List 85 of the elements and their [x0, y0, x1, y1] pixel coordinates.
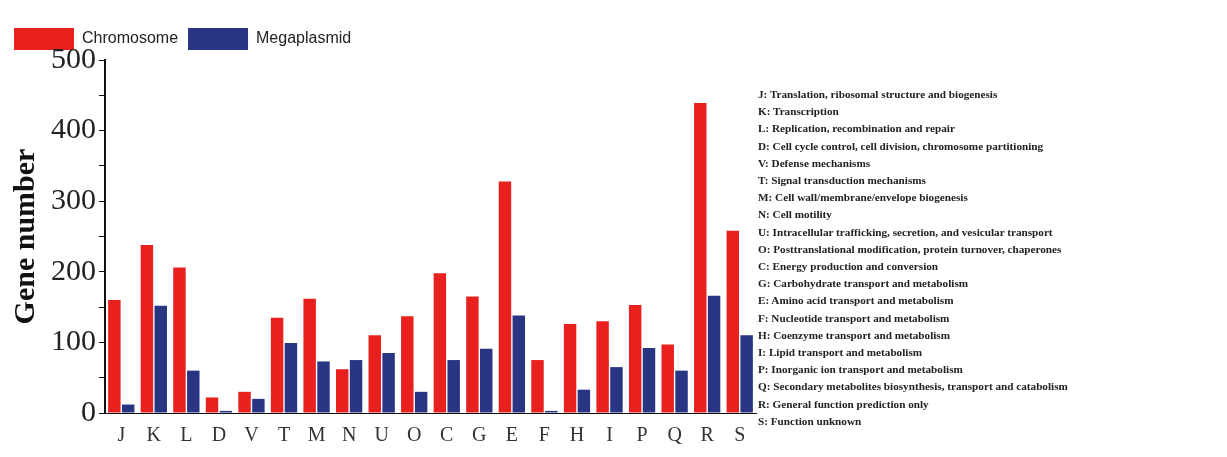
text: P: Inorganic ion transport and metabolism: [758, 362, 964, 378]
bar: [447, 360, 460, 413]
bar: [726, 230, 740, 413]
text: J: Translation, ribosomal structure and biogenesis: [758, 87, 999, 102]
bar: [531, 360, 544, 413]
text: D: Cell cycle control, cell division, chromosome partitioning: [758, 138, 1045, 154]
x-tick-label: H: [569, 423, 585, 446]
text: L: Replication, recombination and repair: [758, 121, 956, 137]
y-tick-label: 400: [51, 111, 96, 145]
bar: [252, 398, 265, 413]
text: F: Nucleotide transport and metabolism: [758, 310, 951, 326]
bar: [303, 298, 316, 413]
x-tick-label: S: [734, 423, 746, 446]
x-tick-label: U: [374, 423, 390, 446]
bar: [401, 316, 414, 413]
x-tick-label: P: [636, 423, 648, 446]
bar: [317, 361, 330, 413]
text: V: Defense mechanisms: [758, 155, 872, 171]
y-tick-label: 200: [51, 252, 96, 286]
text: G: Carbohydrate transport and metabolism: [758, 276, 970, 292]
bar: [154, 305, 167, 413]
x-tick-label: J: [117, 423, 126, 446]
x-tick-label: Q: [667, 423, 683, 446]
text: S: Function unknown: [758, 413, 863, 429]
x-tick-label: R: [700, 423, 715, 446]
bar: [108, 300, 121, 413]
x-tick-label: V: [244, 423, 260, 446]
x-tick-label: K: [146, 423, 162, 446]
text: U: Intracellular trafficking, secretion, and vesicular transport: [758, 224, 1054, 240]
bar: [187, 370, 200, 413]
bar: [512, 315, 526, 413]
bar: [238, 391, 251, 413]
text: R: General function prediction only: [758, 396, 930, 412]
bar: [433, 273, 447, 413]
x-tick-label: I: [606, 423, 613, 446]
bar: [414, 391, 428, 413]
text: K: Transcription: [758, 104, 840, 120]
text: Q: Secondary metabolites biosynthesis, transport and catabolism: [758, 379, 1068, 395]
bar: [205, 397, 219, 413]
bar: [675, 370, 688, 413]
x-tick-label: C: [440, 423, 454, 446]
bar: [349, 360, 363, 413]
x-tick-label: G: [472, 423, 487, 446]
bar: [121, 404, 135, 413]
bar: [173, 267, 186, 413]
y-axis-title: Gene number: [6, 148, 40, 325]
bar: [707, 295, 721, 413]
text: I: Lipid transport and metabolism: [758, 345, 924, 361]
x-tick-label: D: [211, 423, 227, 446]
x-tick-label: O: [407, 423, 422, 446]
legend-label: Megaplasmid: [256, 29, 352, 47]
y-tick-label: 300: [51, 182, 96, 216]
y-tick-label: 100: [51, 323, 96, 357]
bar: [610, 367, 623, 413]
bar: [661, 344, 674, 413]
bar: [368, 335, 381, 413]
x-tick-label: L: [180, 423, 193, 446]
bar: [270, 317, 284, 413]
bar: [642, 348, 656, 413]
bar: [577, 389, 591, 413]
text: C: Energy production and conversion: [758, 259, 940, 275]
bar: [498, 181, 512, 413]
x-tick-label: N: [341, 423, 357, 446]
bar: [628, 304, 642, 413]
x-tick-label: M: [307, 423, 326, 446]
text: N: Cell motility: [758, 207, 833, 223]
bar: [480, 348, 493, 413]
bar: [140, 244, 154, 413]
text: O: Posttranslational modification, protein turnover, chaperones: [758, 241, 1063, 257]
bar: [596, 321, 609, 413]
bar: [466, 296, 479, 413]
bar: [382, 352, 395, 413]
bar: [740, 335, 753, 413]
text: M: Cell wall/membrane/envelope biogenesis: [758, 190, 969, 206]
text: H: Coenzyme transport and metabolism: [758, 327, 952, 343]
bar: [335, 369, 349, 413]
text: T: Signal transduction mechanisms: [758, 173, 927, 188]
bar: [694, 103, 707, 413]
x-tick-label: E: [505, 423, 518, 446]
y-tick-label: 0: [81, 393, 96, 427]
x-tick-label: T: [277, 423, 291, 446]
x-tick-label: F: [538, 423, 550, 446]
text: E: Amino acid transport and metabolism: [758, 293, 955, 309]
bar: [284, 343, 298, 413]
bar: [563, 324, 577, 413]
